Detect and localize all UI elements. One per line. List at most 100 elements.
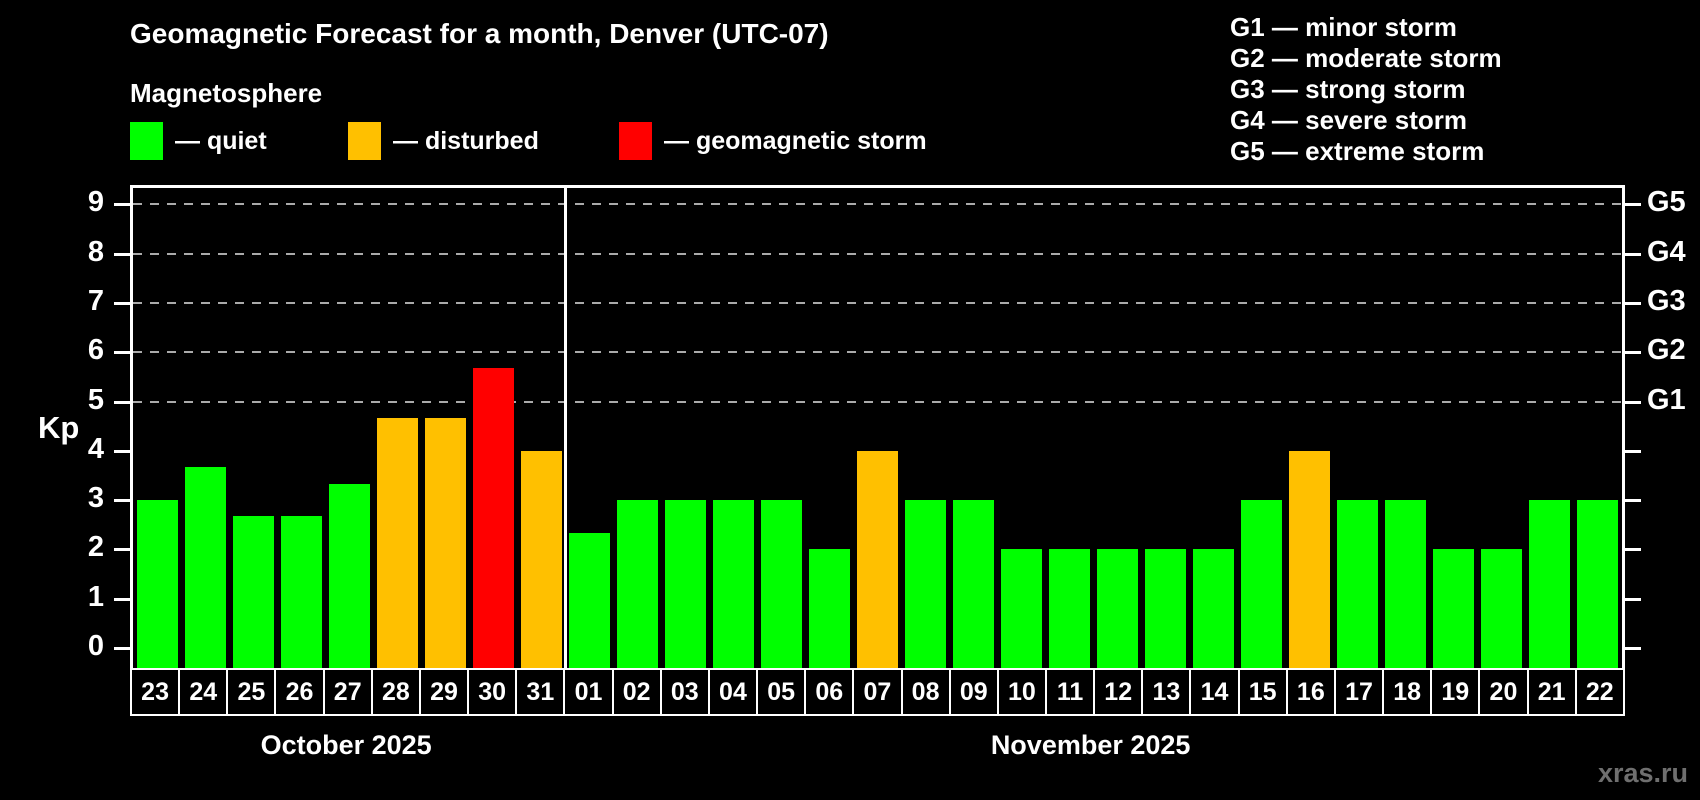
kp-bar-day-26 xyxy=(280,516,322,668)
day-cell-06: 06 xyxy=(804,668,855,716)
y-axis-tick-label: 9 xyxy=(87,186,104,219)
plot-area xyxy=(130,185,1625,668)
right-axis-tick xyxy=(1625,548,1641,552)
day-cell-10: 10 xyxy=(996,668,1047,716)
left-axis-tick xyxy=(114,647,130,650)
gridline-kp-6 xyxy=(133,351,1622,354)
kp-bar-day-05 xyxy=(760,500,802,668)
y-axis-tick-label: 3 xyxy=(87,482,104,515)
day-cell-12: 12 xyxy=(1093,668,1144,716)
right-axis-tick xyxy=(1625,203,1641,207)
kp-bar-day-16 xyxy=(1289,450,1331,668)
day-cell-25: 25 xyxy=(226,668,277,716)
kp-bar-day-11 xyxy=(1049,549,1091,668)
kp-bar-day-12 xyxy=(1097,549,1139,668)
y-axis-tick-label: 7 xyxy=(87,284,104,317)
subtitle-magnetosphere: Magnetosphere xyxy=(130,78,323,108)
g-legend-line: G2 — moderate storm xyxy=(1230,43,1502,73)
y-axis-tick-label: 8 xyxy=(87,235,104,268)
quiet-color-swatch xyxy=(130,122,163,160)
kp-bar-day-28 xyxy=(376,417,418,668)
storm-color-swatch xyxy=(619,122,652,160)
kp-bar-day-22 xyxy=(1577,500,1619,668)
kp-bar-day-29 xyxy=(424,417,466,668)
kp-bar-day-18 xyxy=(1385,500,1427,668)
day-cell-13: 13 xyxy=(1141,668,1192,716)
right-axis-tick xyxy=(1625,252,1641,256)
day-cell-05: 05 xyxy=(756,668,807,716)
day-cell-14: 14 xyxy=(1189,668,1240,716)
kp-bar-day-06 xyxy=(808,549,850,668)
day-cell-28: 28 xyxy=(370,668,421,716)
watermark: xras.ru xyxy=(1597,758,1688,788)
left-axis-tick xyxy=(114,597,130,601)
left-axis-tick xyxy=(114,548,130,552)
right-axis-tick xyxy=(1625,301,1641,305)
month-divider-line xyxy=(563,188,567,668)
day-cell-27: 27 xyxy=(322,668,373,716)
day-cell-23: 23 xyxy=(130,668,181,716)
month-label-october: October 2025 xyxy=(260,730,432,760)
y-axis-tick-label: 4 xyxy=(87,432,104,465)
g-scale-tick-label-G1: G1 xyxy=(1647,383,1686,416)
kp-bar-day-31 xyxy=(520,450,562,668)
gridline-kp-5 xyxy=(133,400,1622,403)
day-cell-17: 17 xyxy=(1333,668,1385,716)
kp-bar-day-19 xyxy=(1433,549,1475,668)
kp-bar-day-10 xyxy=(1001,549,1043,668)
legend-label: — geomagnetic storm xyxy=(664,126,927,155)
left-axis-tick xyxy=(114,301,130,305)
month-label-november: November 2025 xyxy=(990,730,1191,760)
legend-label: — quiet xyxy=(175,126,267,155)
kp-bar-day-30 xyxy=(472,368,514,668)
kp-bar-day-15 xyxy=(1241,500,1283,668)
day-cell-15: 15 xyxy=(1237,668,1288,716)
g-scale-legend: G1 — minor storm G2 — moderate storm G3 … xyxy=(1230,12,1502,167)
y-axis-tick-label: 5 xyxy=(87,383,104,416)
right-axis-tick xyxy=(1625,400,1641,404)
kp-bar-day-21 xyxy=(1529,500,1571,668)
legend-label: — disturbed xyxy=(393,126,539,155)
day-cell-07: 07 xyxy=(852,668,903,716)
day-cell-30: 30 xyxy=(467,668,518,716)
day-cell-08: 08 xyxy=(900,668,951,716)
day-cell-02: 02 xyxy=(611,668,662,716)
g-scale-tick-label-G2: G2 xyxy=(1647,334,1686,367)
kp-bar-day-24 xyxy=(184,467,226,668)
legend-item-quiet: — quiet xyxy=(130,120,267,162)
day-cell-29: 29 xyxy=(418,668,470,716)
left-axis-tick xyxy=(114,203,130,207)
left-axis-tick xyxy=(114,499,130,503)
g-legend-line: G3 — strong storm xyxy=(1230,74,1466,104)
y-axis-tick-label: 2 xyxy=(87,531,104,564)
right-axis-tick xyxy=(1625,597,1641,601)
day-cell-01: 01 xyxy=(563,668,614,716)
y-axis-tick-label: 0 xyxy=(87,630,104,662)
day-cell-24: 24 xyxy=(178,668,229,716)
right-axis-tick xyxy=(1625,351,1641,355)
day-cell-22: 22 xyxy=(1574,668,1625,716)
g-legend-line: G1 — minor storm xyxy=(1230,12,1457,42)
kp-bar-day-25 xyxy=(232,516,274,668)
g-legend-line: G5 — extreme storm xyxy=(1230,136,1485,166)
gridline-kp-9 xyxy=(133,203,1622,206)
day-cell-04: 04 xyxy=(707,668,759,716)
legend-item-disturbed: — disturbed xyxy=(348,120,539,162)
legend-item-storm: — geomagnetic storm xyxy=(619,120,927,162)
day-cell-03: 03 xyxy=(659,668,710,716)
g-scale-tick-label-G3: G3 xyxy=(1647,284,1686,317)
left-axis-tick xyxy=(114,252,130,256)
kp-bar-day-04 xyxy=(712,500,754,668)
day-label-row: 23 24 25 26 27 28 29 30 31 01 02 03 04 05 06 07 08 09 10 11… xyxy=(130,668,1625,716)
kp-bar-day-13 xyxy=(1145,549,1187,668)
right-axis-tick xyxy=(1625,499,1641,503)
kp-bar-day-17 xyxy=(1337,500,1379,668)
day-cell-20: 20 xyxy=(1478,668,1529,716)
kp-bar-day-09 xyxy=(953,500,995,668)
y-axis-tick-label: 1 xyxy=(87,580,104,613)
kp-bar-day-03 xyxy=(664,500,706,668)
kp-bar-day-02 xyxy=(616,500,658,668)
g-scale-tick-label-G5: G5 xyxy=(1647,186,1686,219)
day-cell-19: 19 xyxy=(1430,668,1481,716)
